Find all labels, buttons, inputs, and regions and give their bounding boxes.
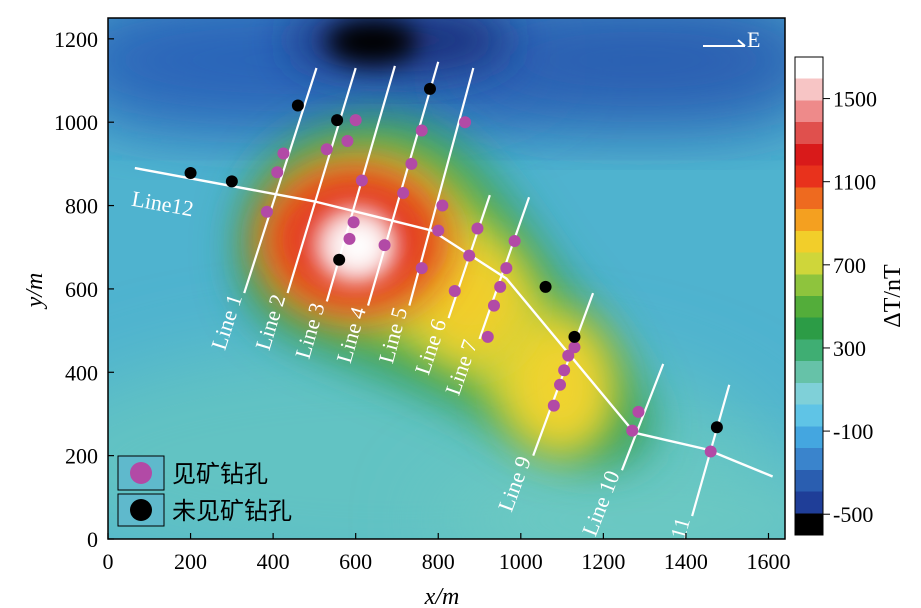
colorbar-tick-label: 1500	[833, 87, 877, 112]
barren-borehole	[423, 82, 436, 95]
ore-borehole	[463, 249, 476, 262]
ore-borehole	[415, 124, 428, 137]
ore-borehole	[568, 341, 581, 354]
legend-ore-label: 见矿钻孔	[172, 460, 268, 488]
x-axis-label: x/m	[424, 584, 460, 608]
colorbar-tick-label: -100	[833, 419, 873, 444]
survey-line	[243, 67, 318, 294]
ore-borehole	[397, 187, 410, 200]
colorbar-tick-label: 300	[833, 336, 866, 361]
ore-borehole	[626, 424, 639, 437]
direction-indicator: E	[703, 27, 760, 52]
ore-borehole	[547, 399, 560, 412]
survey-line	[620, 363, 665, 471]
ore-borehole	[260, 205, 273, 218]
ore-borehole	[432, 224, 445, 237]
barren-borehole	[333, 253, 346, 266]
ore-borehole	[271, 166, 284, 179]
x-tick-label: 1400	[664, 549, 708, 574]
ore-borehole	[508, 234, 521, 247]
colorbar-label: ΔT/nT	[880, 264, 906, 328]
ore-borehole	[343, 232, 356, 245]
ore-borehole	[558, 364, 571, 377]
ore-borehole	[487, 299, 500, 312]
barren-borehole	[184, 167, 197, 180]
x-tick-label: 1600	[746, 549, 790, 574]
y-tick-label: 1000	[54, 110, 98, 135]
x-tick-label: 800	[422, 549, 455, 574]
x-tick-label: 600	[339, 549, 372, 574]
x-tick-label: 200	[174, 549, 207, 574]
y-axis-label: y/m	[22, 273, 48, 310]
barren-borehole	[331, 114, 344, 127]
legend: 见矿钻孔 未见矿钻孔	[117, 455, 292, 527]
ore-borehole	[341, 134, 354, 147]
colorbar-tick-label: 1100	[833, 170, 876, 195]
y-tick-label: 400	[65, 360, 98, 385]
y-tick-label: 600	[65, 277, 98, 302]
ore-borehole	[500, 262, 513, 275]
y-tick-label: 1200	[54, 27, 98, 52]
ore-borehole	[349, 114, 362, 127]
y-tick-label: 0	[87, 527, 98, 552]
boreholes	[184, 82, 723, 458]
legend-barren-label: 未见矿钻孔	[172, 497, 292, 525]
plot-frame	[107, 17, 786, 540]
ore-borehole	[378, 239, 391, 252]
ore-borehole	[562, 349, 575, 362]
x-tick-label: 400	[257, 549, 290, 574]
ore-borehole	[355, 174, 368, 187]
barren-borehole	[568, 330, 581, 343]
ore-borehole	[471, 222, 484, 235]
ore-borehole	[277, 147, 290, 160]
ore-borehole	[347, 216, 360, 229]
ore-borehole	[459, 116, 472, 129]
survey-line	[367, 61, 440, 306]
barren-borehole	[710, 421, 723, 434]
ore-borehole	[320, 143, 333, 156]
legend-barren-marker	[130, 499, 152, 521]
y-tick-label: 800	[65, 194, 98, 219]
direction-label: E	[747, 27, 760, 52]
y-axis: 0 200 400 600 800 1000 1200	[54, 27, 114, 552]
barren-borehole	[225, 175, 238, 188]
ore-borehole	[415, 262, 428, 275]
y-tick-label: 200	[65, 444, 98, 469]
ore-borehole	[448, 285, 461, 298]
x-tick-label: 1200	[581, 549, 625, 574]
barren-borehole	[291, 99, 304, 112]
x-tick-label: 0	[103, 549, 114, 574]
ore-borehole	[436, 199, 449, 212]
x-axis: 0 200 400 600 800 1000 1200 1400 1600	[103, 533, 790, 574]
ore-borehole	[632, 405, 645, 418]
colorbar: 1500 1100 700 300 -100 -500 ΔT/nT	[794, 56, 906, 536]
anomaly-field	[108, 18, 785, 539]
legend-ore-marker	[130, 462, 152, 484]
colorbar-tick-label: -500	[833, 502, 873, 527]
ore-borehole	[554, 378, 567, 391]
ore-borehole	[405, 157, 418, 170]
barren-borehole	[539, 280, 552, 293]
colorbar-scale	[794, 56, 824, 536]
colorbar-tick-label: 700	[833, 253, 866, 278]
survey-line	[286, 67, 357, 294]
ore-borehole	[494, 280, 507, 293]
x-tick-label: 1000	[499, 549, 543, 574]
ore-borehole	[481, 330, 494, 343]
ore-borehole	[704, 445, 717, 458]
